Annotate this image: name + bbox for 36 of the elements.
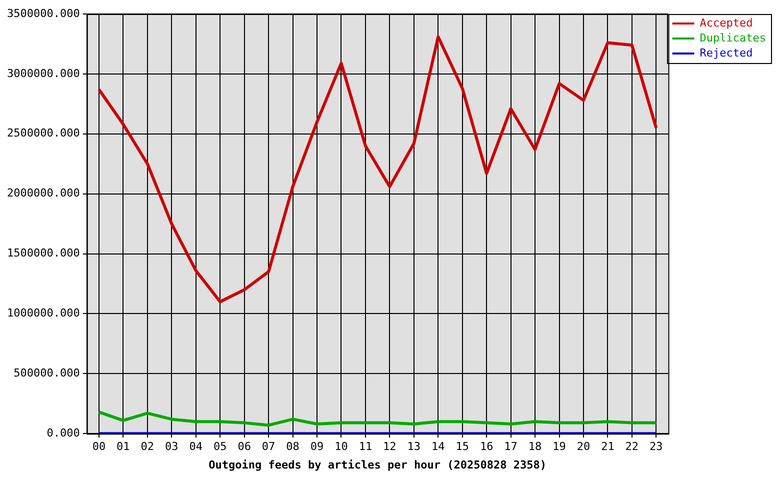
x-axis-title: Outgoing feeds by articles per hour (20250828 2358) bbox=[208, 458, 546, 472]
x-tick-label: 15 bbox=[456, 440, 469, 454]
x-tick-label: 05 bbox=[213, 440, 227, 454]
x-tick-label: 09 bbox=[310, 440, 324, 454]
x-tick-label: 16 bbox=[480, 440, 494, 454]
x-tick-label: 01 bbox=[116, 440, 130, 454]
x-tick-label: 21 bbox=[601, 440, 614, 454]
x-tick-label: 07 bbox=[262, 440, 276, 454]
y-tick-label: 1500000.000 bbox=[6, 246, 80, 260]
y-tick-label: 2000000.000 bbox=[6, 186, 80, 200]
x-tick-label: 20 bbox=[576, 440, 590, 454]
y-tick-label: 500000.000 bbox=[14, 366, 80, 380]
x-tick-label: 12 bbox=[383, 440, 396, 454]
x-tick-label: 17 bbox=[504, 440, 518, 454]
x-tick-label: 14 bbox=[432, 440, 446, 454]
x-tick-label: 04 bbox=[189, 440, 203, 454]
x-tick-label: 00 bbox=[92, 440, 106, 454]
x-tick-label: 06 bbox=[238, 440, 251, 454]
x-tick-label: 23 bbox=[650, 440, 663, 454]
x-tick-label: 22 bbox=[625, 440, 639, 454]
legend-label: Duplicates bbox=[700, 31, 766, 44]
y-tick-label: 2500000.000 bbox=[6, 126, 80, 140]
y-tick-label: 1000000.000 bbox=[6, 306, 80, 320]
x-tick-label: 13 bbox=[407, 440, 421, 454]
legend-label: Accepted bbox=[700, 16, 753, 30]
x-tick-label: 02 bbox=[140, 440, 154, 454]
x-tick-label: 19 bbox=[552, 440, 566, 454]
y-tick-label: 0.000 bbox=[46, 426, 80, 440]
x-tick-label: 03 bbox=[165, 440, 178, 454]
legend-label: Rejected bbox=[700, 46, 753, 60]
x-tick-label: 11 bbox=[358, 440, 372, 454]
y-tick-label: 3000000.000 bbox=[6, 66, 80, 80]
x-tick-label: 08 bbox=[286, 440, 300, 454]
x-tick-label: 18 bbox=[528, 440, 542, 454]
x-tick-label: 10 bbox=[334, 440, 348, 454]
y-tick-label: 3500000.000 bbox=[6, 6, 80, 20]
